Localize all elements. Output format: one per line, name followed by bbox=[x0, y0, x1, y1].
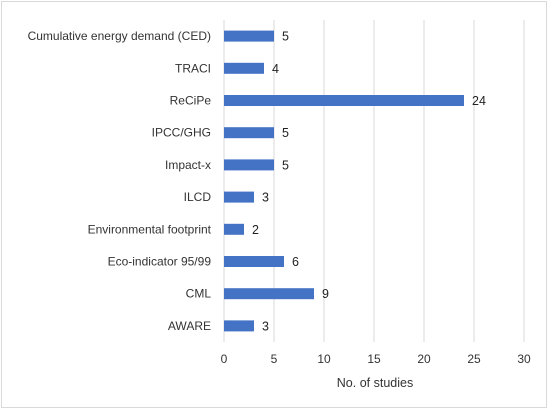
category-label: TRACI bbox=[175, 61, 211, 75]
bar bbox=[224, 288, 314, 300]
data-label: 9 bbox=[322, 287, 329, 301]
data-label: 3 bbox=[262, 191, 269, 205]
x-tick-label: 30 bbox=[517, 352, 531, 366]
x-tick-label: 5 bbox=[271, 352, 278, 366]
category-label: ILCD bbox=[184, 190, 212, 204]
x-tick-labels: 0 5 10 15 20 25 30 bbox=[221, 352, 531, 366]
data-label: 2 bbox=[252, 223, 259, 237]
data-label: 5 bbox=[282, 126, 289, 140]
x-tick-label: 10 bbox=[317, 352, 331, 366]
data-label: 24 bbox=[472, 94, 486, 108]
category-label: Eco-indicator 95/99 bbox=[108, 255, 212, 269]
category-label: Environmental footprint bbox=[88, 222, 212, 236]
x-tick-label: 0 bbox=[221, 352, 228, 366]
x-tick-label: 15 bbox=[367, 352, 381, 366]
data-label: 6 bbox=[292, 255, 299, 269]
x-axis-title: No. of studies bbox=[337, 376, 413, 390]
data-label: 3 bbox=[262, 319, 269, 333]
x-tick-label: 20 bbox=[417, 352, 431, 366]
bar bbox=[224, 256, 284, 267]
bar bbox=[224, 95, 464, 106]
category-label: CML bbox=[186, 287, 212, 301]
data-labels: 5 4 24 5 5 3 2 6 9 3 bbox=[252, 30, 486, 334]
bar bbox=[224, 191, 254, 203]
data-label: 5 bbox=[282, 158, 289, 172]
bar bbox=[224, 30, 274, 42]
bar bbox=[224, 62, 264, 74]
bar bbox=[224, 320, 254, 332]
data-label: 5 bbox=[282, 30, 289, 44]
bar bbox=[224, 159, 274, 171]
data-label: 4 bbox=[272, 62, 279, 76]
category-label: ReCiPe bbox=[170, 94, 212, 108]
bars bbox=[224, 30, 464, 332]
category-label: IPCC/GHG bbox=[152, 126, 211, 140]
bar bbox=[224, 223, 244, 235]
category-label: Cumulative energy demand (CED) bbox=[28, 29, 211, 43]
category-label: Impact-x bbox=[165, 158, 211, 172]
category-labels: Cumulative energy demand (CED) TRACI ReCiP… bbox=[28, 29, 212, 333]
bar bbox=[224, 127, 274, 139]
category-label: AWARE bbox=[168, 319, 211, 333]
x-tick-label: 25 bbox=[467, 352, 481, 366]
